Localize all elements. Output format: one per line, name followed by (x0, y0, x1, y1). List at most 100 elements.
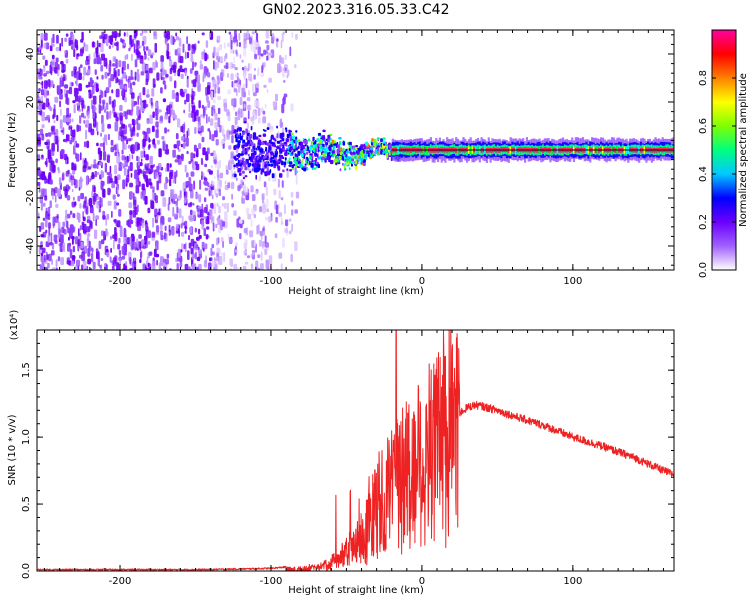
spectrogram-noise-cell (206, 147, 210, 155)
spectrogram-noise-cell (165, 74, 169, 78)
spectrogram-noise-cell (280, 57, 285, 64)
spectrogram-signal-cell (324, 158, 327, 163)
spectrogram-noise-cell (198, 228, 201, 235)
spectrogram-signal-cell (277, 165, 280, 169)
spectrogram-noise-cell (92, 212, 95, 222)
y-tick-label: -40 (25, 238, 36, 254)
spectrogram-noise-cell (69, 210, 73, 215)
spectrogram-noise-cell (143, 30, 148, 34)
spectrogram-noise-cell (151, 88, 155, 97)
spectrogram-noise-cell (106, 38, 109, 47)
spectrogram-noise-cell (143, 150, 146, 158)
spectrogram-noise-cell (90, 175, 93, 181)
spectrogram-noise-cell (228, 268, 233, 270)
spectrogram-noise-cell (269, 125, 274, 133)
spectrogram-noise-cell (101, 74, 104, 80)
spectrogram-noise-cell (96, 201, 100, 209)
spectrogram-noise-cell (266, 44, 270, 51)
spectrogram-signal-cell (234, 173, 237, 178)
spectrogram-noise-cell (201, 203, 204, 210)
spectrogram-noise-cell (155, 195, 158, 204)
spectrogram-noise-cell (161, 71, 165, 77)
spectrogram-noise-cell (70, 175, 75, 181)
spectrogram-noise-cell (81, 221, 85, 231)
spectrogram-noise-cell (126, 139, 129, 145)
spectrogram-noise-cell (141, 30, 144, 34)
spectrogram-noise-cell (165, 258, 169, 265)
spectrogram-noise-cell (269, 52, 273, 56)
spectrogram-noise-cell (100, 180, 103, 190)
spectrogram-noise-cell (65, 58, 69, 64)
spectrogram-noise-cell (222, 221, 225, 227)
spectrogram-noise-cell (39, 96, 42, 101)
spectrogram-noise-cell (202, 247, 205, 252)
spectrogram-noise-cell (81, 178, 84, 182)
spectrogram-noise-cell (125, 261, 128, 266)
spectrogram-noise-cell (230, 73, 234, 81)
spectrogram-noise-cell (228, 130, 233, 135)
spectrogram-noise-cell (169, 171, 173, 180)
spectrogram-noise-cell (94, 229, 98, 239)
spectrogram-noise-cell (228, 31, 232, 35)
spectrogram-noise-cell (77, 265, 80, 270)
spectrogram-noise-cell (146, 127, 151, 134)
spectrogram-noise-cell (117, 68, 120, 77)
spectrogram-signal-cell (349, 151, 352, 155)
spectrogram-noise-cell (141, 239, 145, 244)
snr-panel: -200 -100 0 100 0.0 0.5 1.0 1.5 Height of stra… (7, 310, 675, 596)
spectrogram-noise-cell (76, 44, 79, 51)
spectrogram-noise-cell (182, 43, 185, 53)
spectrogram-noise-cell (93, 121, 95, 125)
spectrogram-noise-cell (192, 202, 195, 206)
spectrogram-noise-cell (177, 47, 181, 56)
snr-x-ticks: -200 -100 0 100 (44, 330, 664, 587)
spectrogram-signal-cell (255, 136, 259, 140)
spectrogram-noise-cell (43, 65, 46, 73)
spectrogram-noise-cell (262, 110, 266, 115)
spectrogram-signal-cell (275, 148, 278, 151)
spectrogram-signal-cell (289, 130, 292, 133)
spectrogram-noise-cell (41, 124, 45, 129)
spectrogram-noise-cell (76, 259, 80, 267)
spectrogram-noise-cell (137, 204, 139, 213)
spectrogram-noise-cell (217, 95, 222, 101)
spectrogram-noise-cell (266, 198, 269, 208)
spectrogram-signal-cell (295, 136, 298, 140)
spectrogram-noise-cell (38, 88, 41, 92)
spectrogram-noise-cell (105, 217, 107, 226)
x-tick-label: 0 (419, 276, 425, 287)
spectrogram-noise-cell (42, 217, 46, 221)
spectrogram-noise-cell (244, 65, 247, 70)
spectrogram-noise-cell (161, 136, 165, 140)
spectrogram-noise-cell (87, 111, 90, 119)
spectrogram-noise-cell (131, 241, 135, 250)
spectrogram-noise-cell (71, 236, 74, 245)
spectrogram-noise-cell (191, 253, 195, 260)
spectrogram-noise-cell (243, 72, 246, 80)
spectrogram-noise-cell (85, 84, 89, 88)
spectrogram-noise-cell (194, 70, 199, 76)
spectrogram-signal-cell (377, 147, 379, 152)
spectrogram-signal-cell (285, 138, 289, 143)
spectrogram-noise-cell (229, 34, 232, 40)
spectrogram-noise-cell (231, 80, 234, 88)
spectrogram-noise-cell (80, 241, 84, 249)
spectrogram-noise-cell (217, 216, 220, 226)
spectrogram-signal-cell (239, 132, 242, 137)
spectrogram-noise-cell (226, 109, 230, 117)
spectrogram-noise-cell (168, 224, 171, 233)
spectrogram-noise-cell (105, 248, 109, 253)
spectrogram-noise-cell (96, 55, 100, 65)
spectrogram-noise-cell (214, 188, 217, 193)
spectrogram-noise-cell (153, 248, 157, 258)
spectrogram-noise-cell (203, 176, 206, 180)
spectrogram-noise-cell (94, 107, 97, 111)
spectrogram-noise-cell (203, 197, 207, 203)
spectrogram-noise-cell (222, 196, 225, 201)
spectrogram-noise-cell (155, 225, 160, 233)
spectrogram-noise-cell (276, 38, 279, 42)
spectrogram-noise-cell (155, 107, 158, 117)
spectrogram-signal-cell (314, 152, 318, 157)
spectrogram-noise-cell (65, 209, 68, 219)
spectrogram-noise-cell (251, 251, 255, 256)
